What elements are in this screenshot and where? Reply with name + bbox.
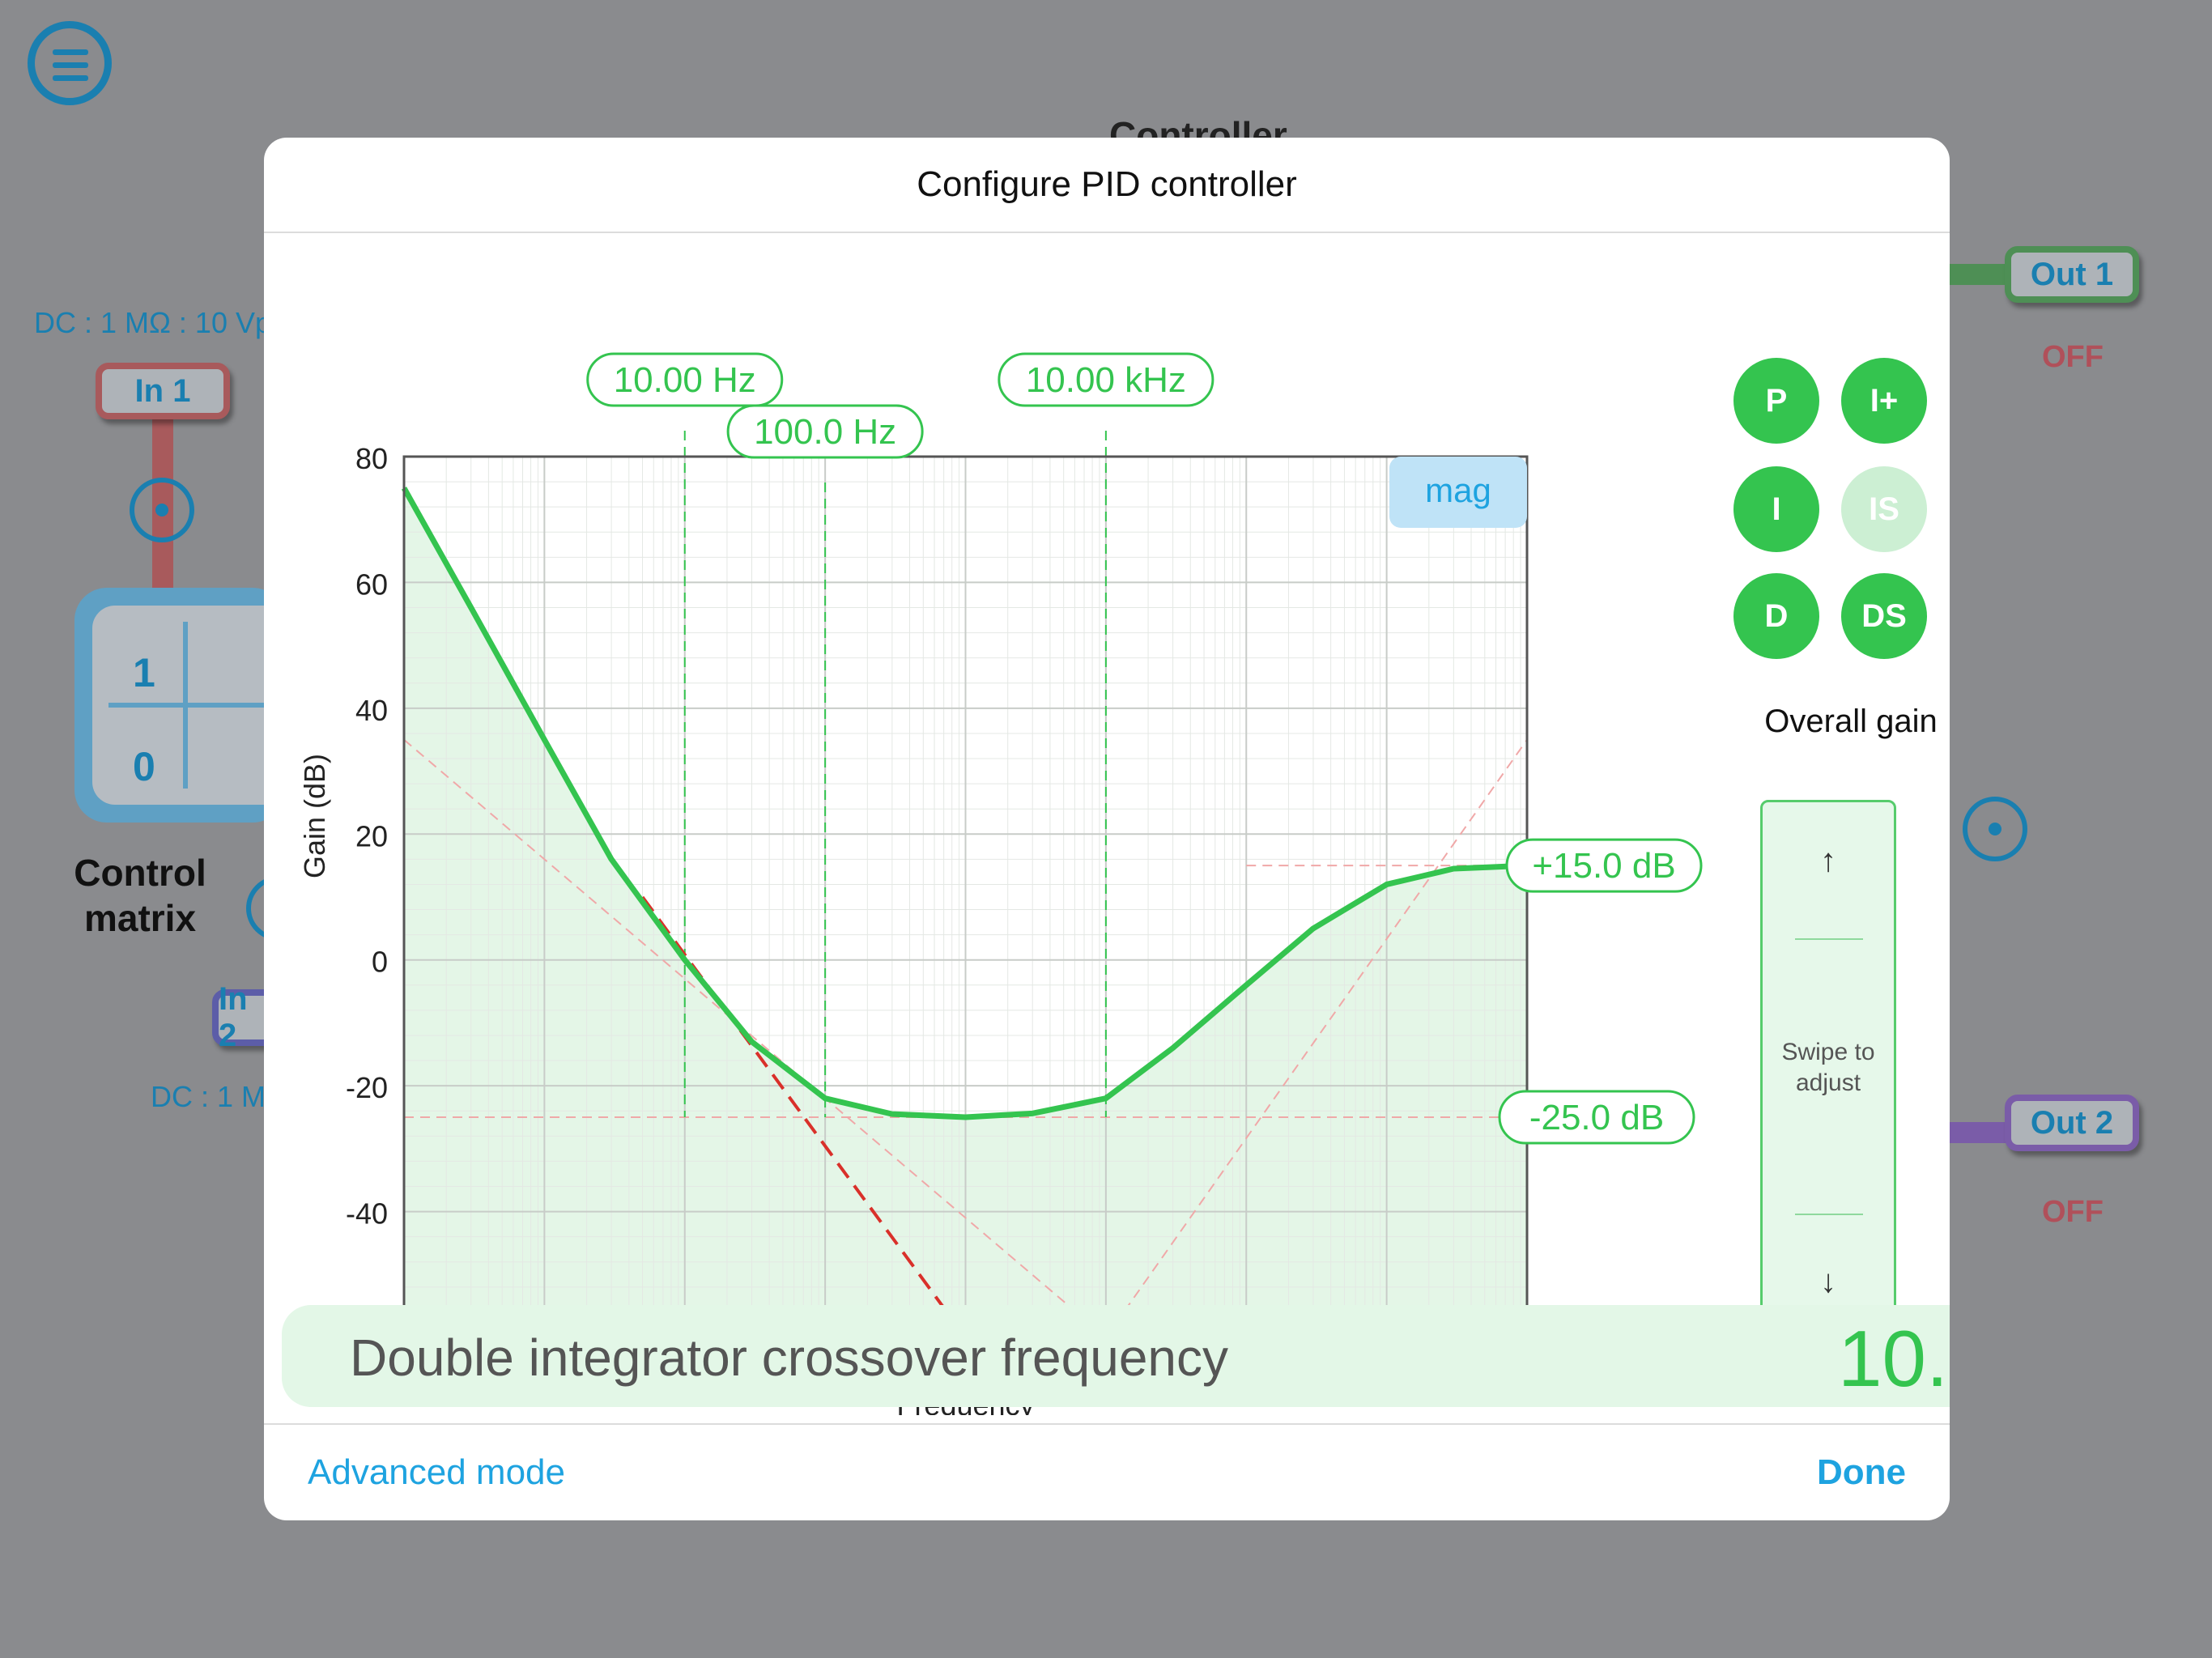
differentiator-asymptote [1105,739,1528,1338]
mode-button-i[interactable]: I [1733,466,1819,552]
integrator-asymptote [403,738,1107,1338]
y-tick-label: -40 [346,1197,388,1231]
matrix-cell: 0 [133,744,155,789]
integrator-saturation-marker-label: 100.0 Hz [754,412,896,452]
mode-button-d[interactable]: D [1733,573,1819,659]
in1-coupling: DC : 1 MΩ : 10 Vpp [34,306,288,339]
mode-button-ds[interactable]: DS [1841,573,1927,659]
advanced-mode-button[interactable]: Advanced mode [308,1452,565,1492]
overall-gain-label: Overall gain [1764,704,1938,739]
out2-port[interactable]: Out 2 [2005,1095,2139,1151]
y-tick-label: -20 [346,1071,388,1104]
gain-curve [401,487,1528,1120]
low-gain-marker-label: -25.0 dB [1529,1098,1664,1137]
slider-up-icon: ↑ [1820,843,1836,878]
in1-probe-icon[interactable] [130,478,194,542]
y-axis-label: Gain (dB) [298,754,331,878]
out1-label: Out 1 [2030,256,2114,292]
y-tick-label: 0 [372,946,388,979]
y-tick-label: 20 [355,819,388,852]
y-tick-label: 80 [355,442,388,475]
out2-label: Out 2 [2030,1104,2114,1141]
mode-button-is[interactable]: IS [1841,466,1927,552]
in1-port[interactable]: In 1 [96,363,230,419]
out1-port[interactable]: Out 1 [2005,246,2139,303]
slider-divider [1795,1214,1863,1215]
output-probe-icon[interactable] [1963,797,2027,861]
slider-divider [1795,938,1863,940]
low-gain-marker [1498,1090,1695,1145]
out1-status: OFF [2042,340,2104,374]
matrix-divider-horizontal [108,703,295,708]
differentiator-marker [998,352,1214,407]
y-tick-label: 60 [355,568,388,601]
in1-label: In 1 [134,372,191,409]
menu-icon[interactable] [28,21,112,105]
out2-status: OFF [2042,1195,2104,1229]
integrator-marker [586,352,784,407]
high-gain-marker-label: +15.0 dB [1532,846,1675,886]
mag-tag [1389,457,1527,528]
control-matrix-label: Control matrix [74,852,206,939]
pid-config-dialog: Configure PID controller mag 80 60 40 20 0 -20… [264,138,1950,1520]
high-gain-marker [1505,838,1703,893]
control-matrix[interactable]: 1 0 [74,588,303,823]
matrix-cell: 1 [133,650,155,695]
y-tick-label: 40 [355,694,388,727]
integrator-saturation-marker [726,404,924,459]
slider-down-icon: ↓ [1820,1264,1836,1299]
overall-gain-slider[interactable]: ↑ Swipe to adjust ↓ [1760,800,1896,1349]
parameter-label: Double integrator crossover frequency [350,1329,1228,1387]
parameter-value[interactable]: 10.00 [1838,1314,1950,1403]
mag-tag-label: mag [1425,471,1491,509]
in2-label: In 2 [219,981,248,1053]
integrator-marker-label: 10.00 Hz [614,360,756,400]
dialog-title: Configure PID controller [264,138,1950,233]
dialog-footer: Advanced mode Done [264,1423,1950,1520]
differentiator-marker-label: 10.00 kHz [1026,360,1186,400]
done-button[interactable]: Done [1817,1452,1906,1492]
parameter-bar[interactable] [282,1305,1950,1407]
mode-button-i-plus[interactable]: I+ [1841,358,1927,444]
slider-hint: Swipe to adjust [1781,1039,1875,1096]
mode-button-p[interactable]: P [1733,358,1819,444]
